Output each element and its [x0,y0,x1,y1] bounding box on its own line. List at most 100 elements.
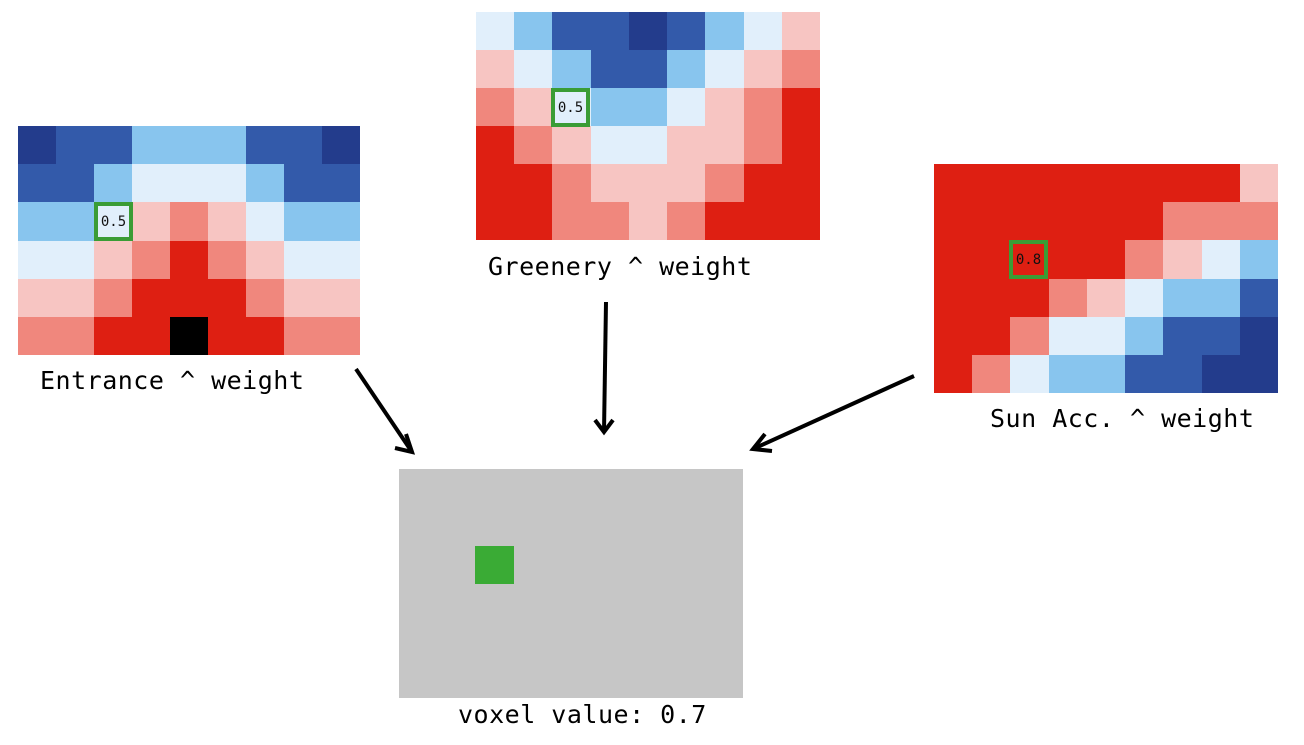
greenery-cell [705,126,744,164]
entrance-cell [170,126,208,165]
entrance-cell [208,202,246,241]
sun-cell [1048,278,1087,317]
greenery-cell [781,202,820,240]
sun-cell [1125,354,1164,393]
entrance-cell [94,316,132,355]
sun-cell [1201,164,1240,203]
greenery-cell [476,88,515,126]
greenery-cell [590,12,629,50]
entrance-cell [94,240,132,279]
entrance-cell [18,316,56,355]
entrance-cell [132,240,170,279]
greenery-cell [514,12,553,50]
sun-access-heatmap [934,164,1278,393]
sun-access-label: Sun Acc. ^ weight [990,404,1255,433]
entrance-cell [208,164,246,203]
sun-cell [934,316,973,355]
sun-cell [1086,240,1126,279]
entrance-cell [94,126,132,165]
greenery-cell [628,164,668,202]
greenery-cell [667,12,706,50]
sun-cell [1125,164,1164,203]
entrance-cell [322,278,360,317]
sun-cell [934,278,973,317]
greenery-cell [781,12,820,50]
greenery-cell [476,202,515,240]
sun-cell [1239,278,1278,317]
entrance-cell [132,316,170,355]
sun-cell [934,202,973,241]
entrance-cell [246,202,284,241]
greenery-cell [514,202,553,240]
entrance-cell [246,278,284,317]
greenery-cell [628,12,668,50]
entrance-cell [56,316,94,355]
greenery-cell [781,126,820,164]
entrance-cell [284,316,322,355]
entrance-cell [170,240,208,279]
greenery-cell [781,50,820,88]
greenery-cell [705,88,744,126]
entrance-cell [18,278,56,317]
greenery-cell [476,12,515,50]
entrance-cell [170,164,208,203]
entrance-cell [132,126,170,165]
entrance-heatmap [18,126,360,355]
voxel-panel [399,469,743,698]
arrow-entrance-to-voxel [354,367,416,455]
entrance-cell [56,240,94,279]
entrance-highlight-value: 0.5 [100,213,127,230]
sun-cell [1086,316,1126,355]
entrance-cell [132,278,170,317]
sun-cell [1163,278,1202,317]
sun-cell [1201,240,1240,279]
greenery-cell [667,202,706,240]
greenery-cell [590,126,629,164]
sun-cell [1239,354,1278,393]
sun-cell [934,354,973,393]
sun-cell [972,164,1011,203]
sun-cell [1163,202,1202,241]
greenery-cell [514,50,553,88]
sun-cell [1201,316,1240,355]
greenery-cell [743,202,782,240]
sun-cell [1010,316,1049,355]
sun-cell [1048,164,1087,203]
greenery-cell [590,202,629,240]
sun-cell [1048,202,1087,241]
greenery-cell [628,88,668,126]
greenery-heatmap [476,12,820,240]
sun-cell [1163,240,1202,279]
entrance-cell [284,202,322,241]
greenery-cell [667,126,706,164]
entrance-cell [322,164,360,203]
greenery-cell [514,126,553,164]
entrance-cell [208,316,246,355]
arrow-greenery-to-voxel [593,301,615,436]
entrance-cell [246,126,284,165]
entrance-cell [322,202,360,241]
greenery-cell [552,50,591,88]
sun-cell [1163,316,1202,355]
entrance-cell [322,316,360,355]
sun-cell [972,240,1011,279]
entrance-cell [56,278,94,317]
greenery-cell [743,50,782,88]
entrance-cell [170,202,208,241]
sun-cell [972,202,1011,241]
entrance-cell [246,164,284,203]
entrance-cell [94,278,132,317]
entrance-cell [18,240,56,279]
entrance-cell [322,126,360,165]
entrance-cell [132,164,170,203]
entrance-cell [170,278,208,317]
sun-highlight-value: 0.8 [1015,251,1042,268]
sun-cell [1048,354,1087,393]
entrance-cell [208,278,246,317]
greenery-cell [667,50,706,88]
greenery-label: Greenery ^ weight [488,252,753,281]
greenery-cell [590,88,629,126]
greenery-cell [628,126,668,164]
sun-cell [1201,354,1240,393]
